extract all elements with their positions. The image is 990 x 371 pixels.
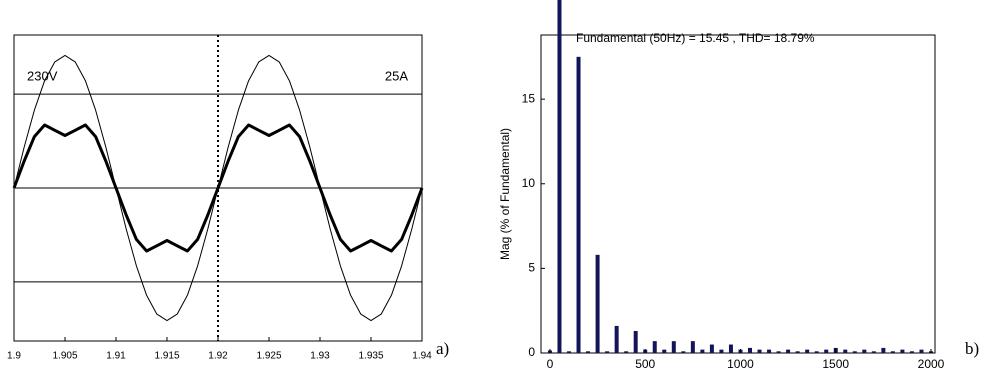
y-tick-label: 10 [522,176,536,190]
bar [586,351,591,353]
bar [652,341,657,353]
bar [852,351,857,353]
x-tick-label: 1500 [822,357,849,371]
bar [605,351,610,353]
x-tick-label: 2000 [918,357,945,371]
annotation: 25A [385,68,408,83]
bar [728,344,733,353]
x-tick-label: 1.935 [358,351,383,362]
bar [709,344,714,353]
bar [557,0,562,353]
bar [795,351,800,353]
bar [614,325,619,353]
bar [624,351,629,353]
x-tick-label: 1.93 [310,351,330,362]
bar [671,341,676,353]
x-tick-label: 500 [635,357,655,371]
panel-label: b) [965,339,979,358]
bar [662,349,667,353]
bar [900,349,905,353]
x-tick-label: 1000 [727,357,754,371]
bar [719,349,724,353]
x-tick-label: 1.905 [52,351,77,362]
bar [871,351,876,353]
bar [567,351,572,353]
x-tick-label: 0 [547,357,554,371]
bar [919,349,924,353]
x-tick-label: 1.92 [208,351,228,362]
y-tick-label: 0 [528,345,535,359]
x-tick-label: 1.94 [412,351,432,362]
series-line [12,123,424,253]
plot-frame [540,34,936,354]
bar [633,330,638,353]
y-axis-label: Mag (% of Fundamental) [498,128,512,260]
bar [700,349,705,353]
x-tick-label: 1.91 [106,351,126,362]
bar [576,56,581,354]
bar [805,349,810,353]
bar [862,349,867,353]
x-tick-label: 1.9 [7,351,21,362]
x-tick-label: 1.925 [256,351,281,362]
panel-label: a) [436,339,449,358]
bar [757,349,762,353]
chart-title: Fundamental (50Hz) = 15.45 , THD= 18.79% [576,31,815,45]
bar [890,351,895,353]
bar [681,351,686,353]
bar [748,347,753,353]
annotation: 230V [27,68,58,83]
y-tick-label: 5 [528,261,535,275]
bar [814,351,819,353]
bar [909,351,914,353]
bar [690,341,695,353]
bar [595,254,600,353]
bar [767,349,772,353]
bar [843,349,848,353]
bar [824,349,829,353]
bar [776,351,781,353]
bar [881,347,886,353]
y-tick-label: 15 [522,91,536,105]
bar [786,349,791,353]
x-tick-label: 1.915 [154,351,179,362]
